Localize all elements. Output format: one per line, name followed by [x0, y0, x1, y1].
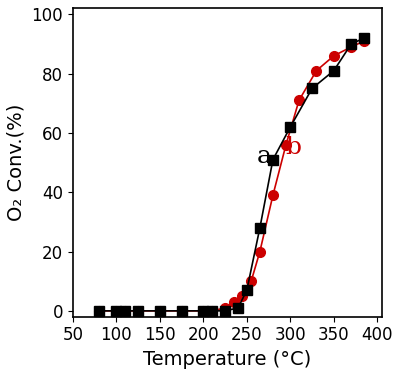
Text: b: b: [286, 136, 302, 159]
Text: a: a: [257, 145, 272, 168]
Y-axis label: O₂ Conv.(%): O₂ Conv.(%): [7, 104, 26, 221]
X-axis label: Temperature (°C): Temperature (°C): [143, 350, 311, 369]
